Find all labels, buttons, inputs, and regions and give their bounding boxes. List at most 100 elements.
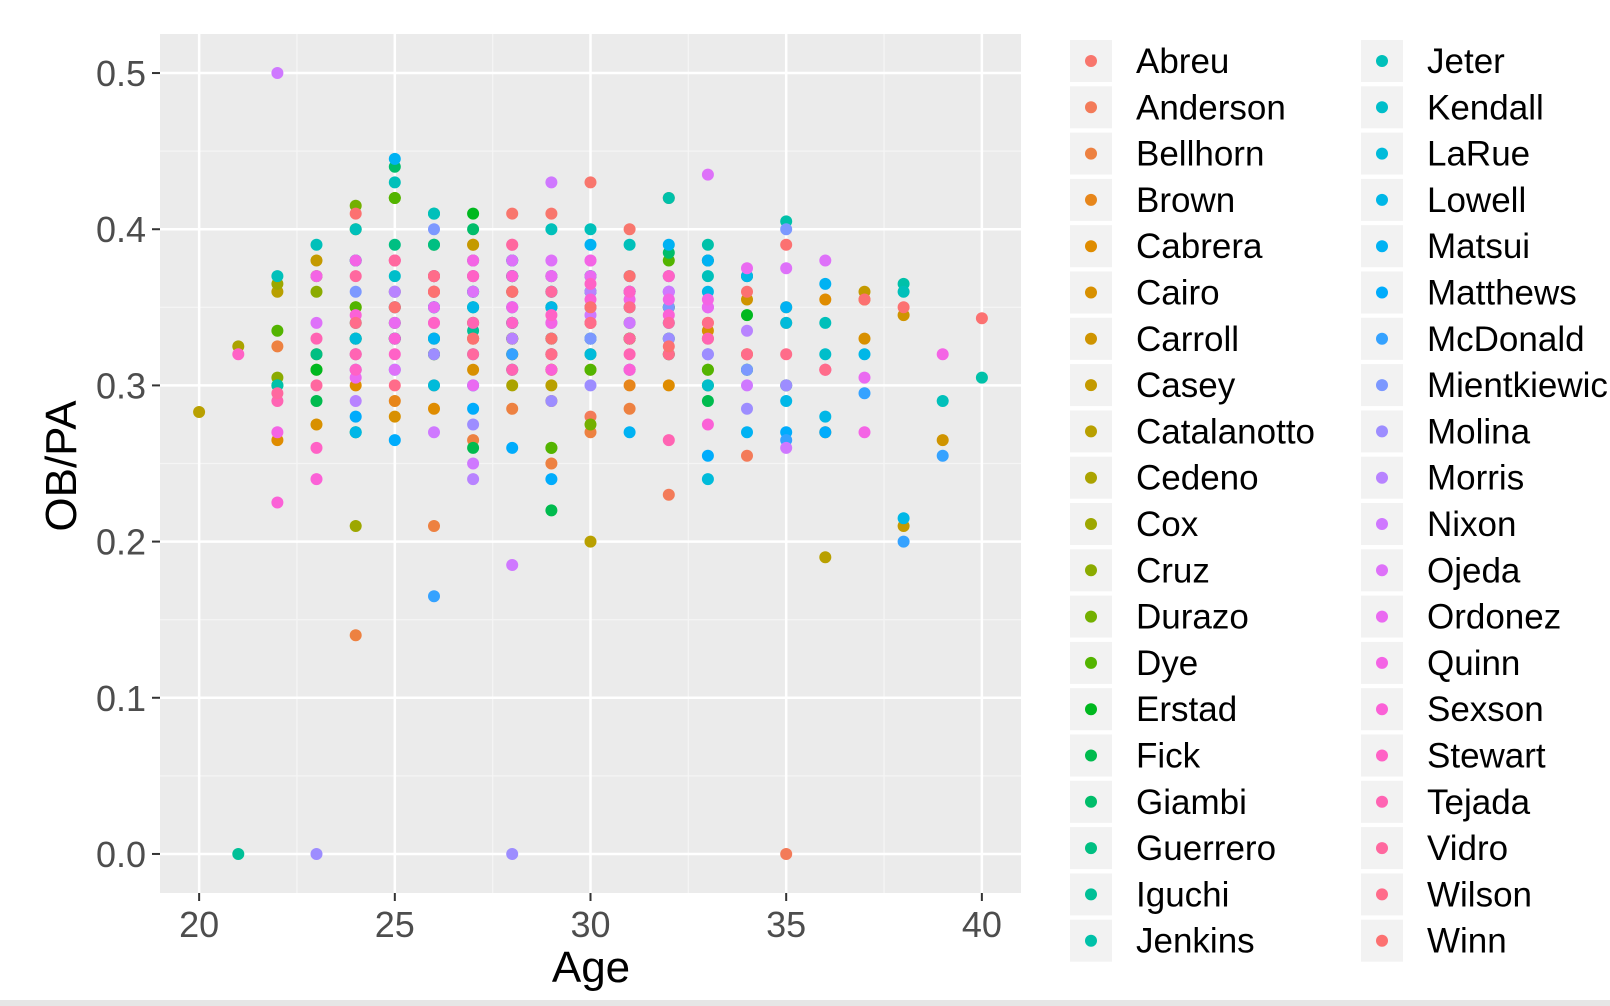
point-quinn xyxy=(506,301,519,314)
point-bellhorn xyxy=(349,629,362,642)
point-kendall xyxy=(701,379,714,392)
legend-label: Ojeda xyxy=(1427,551,1521,590)
point-quinn xyxy=(858,426,871,439)
point-jenkins xyxy=(701,238,714,251)
legend-item-jenkins: Jenkins xyxy=(1070,919,1255,962)
point-cabrera xyxy=(428,402,440,415)
legend-item-ordonez: Ordonez xyxy=(1361,595,1561,638)
point-winn xyxy=(349,207,362,220)
legend-label: Bellhorn xyxy=(1136,135,1264,174)
legend-item-winn: Winn xyxy=(1361,919,1507,962)
legend-key-dot xyxy=(1376,379,1388,392)
point-molina xyxy=(701,348,714,361)
legend-key-dot xyxy=(1085,703,1097,716)
legend-label: Quinn xyxy=(1427,644,1520,683)
point-jeter xyxy=(819,316,832,329)
point-cruz xyxy=(310,285,323,298)
legend: Abreu Anderson Bellhorn Brown Cabrera Cairo Ca… xyxy=(1070,40,1608,962)
point-larue xyxy=(780,316,793,329)
point-tejada xyxy=(349,348,362,361)
point-jeter xyxy=(388,176,401,189)
point-matsui xyxy=(741,426,753,439)
point-catalanotto xyxy=(584,535,597,548)
point-anderson xyxy=(780,848,793,860)
point-mcdonald xyxy=(897,535,910,548)
point-matthews xyxy=(467,402,480,415)
point-morris xyxy=(741,324,753,337)
point-matsui xyxy=(662,238,675,251)
legend-item-sexson: Sexson xyxy=(1361,688,1544,731)
legend-label: Cairo xyxy=(1136,274,1220,313)
point-molina xyxy=(545,395,558,407)
point-winn xyxy=(741,285,753,298)
point-winn xyxy=(897,301,910,314)
point-abreu xyxy=(506,207,519,220)
legend-item-catalanotto: Catalanotto xyxy=(1070,410,1315,453)
legend-key-dot xyxy=(1085,332,1097,345)
legend-label: Cox xyxy=(1136,505,1199,544)
point-stewart xyxy=(506,316,519,329)
point-matthews xyxy=(506,441,519,454)
point-cairo xyxy=(388,410,401,423)
point-cabrera xyxy=(819,293,832,306)
point-molina xyxy=(741,402,753,415)
point-ojeda xyxy=(506,254,519,267)
legend-item-giambi: Giambi xyxy=(1070,780,1247,823)
point-tejada xyxy=(506,363,519,376)
legend-key-dot xyxy=(1376,101,1388,114)
point-ojeda xyxy=(388,363,401,376)
point-morris xyxy=(467,473,480,486)
legend-item-morris: Morris xyxy=(1361,456,1524,499)
legend-key-dot xyxy=(1376,934,1388,947)
point-ojeda xyxy=(780,262,793,275)
point-anderson xyxy=(662,488,675,501)
point-dye xyxy=(545,441,558,454)
point-tejada xyxy=(623,348,636,361)
point-tejada xyxy=(467,316,480,329)
point-lowell xyxy=(897,512,910,525)
point-sexson xyxy=(545,363,558,376)
point-ordonez xyxy=(467,379,480,392)
point-mientkiewic xyxy=(428,223,440,236)
point-stewart xyxy=(545,309,558,322)
point-vidro xyxy=(388,254,401,267)
legend-key-dot xyxy=(1376,286,1388,299)
legend-label: Casey xyxy=(1136,366,1236,405)
legend-label: Winn xyxy=(1427,922,1507,961)
legend-label: Morris xyxy=(1427,459,1524,498)
point-cairo xyxy=(858,332,871,345)
point-durazo xyxy=(584,418,597,431)
point-winn xyxy=(623,270,636,283)
point-cedeno xyxy=(506,379,519,392)
point-matsui xyxy=(701,254,714,267)
point-larue xyxy=(428,379,440,392)
legend-key-dot xyxy=(1376,656,1388,669)
legend-key-dot xyxy=(1085,101,1097,114)
legend-label: Matsui xyxy=(1427,227,1530,266)
y-tick-label: 0.4 xyxy=(96,209,146,250)
point-wilson xyxy=(819,363,832,376)
legend-key-dot xyxy=(1376,564,1388,577)
point-tejada xyxy=(662,434,675,447)
legend-key-dot xyxy=(1085,656,1097,669)
legend-label: Iguchi xyxy=(1136,875,1229,914)
point-ojeda xyxy=(701,168,714,181)
point-winn xyxy=(584,301,597,314)
point-tejada xyxy=(701,332,714,345)
legend-key-dot xyxy=(1376,332,1388,345)
point-matsui xyxy=(388,152,401,165)
legend-label: Wilson xyxy=(1427,875,1532,914)
point-bellhorn xyxy=(623,402,636,415)
point-morris xyxy=(506,332,519,345)
legend-item-cedeno: Cedeno xyxy=(1070,456,1259,499)
point-mientkiewic xyxy=(349,285,362,298)
point-nixon xyxy=(741,379,753,392)
point-matsui xyxy=(819,277,832,290)
point-molina xyxy=(310,848,323,860)
point-fick xyxy=(701,395,714,407)
point-mcdonald xyxy=(506,348,519,361)
legend-item-erstad: Erstad xyxy=(1070,688,1237,731)
point-guerrero xyxy=(310,348,323,361)
point-vidro xyxy=(349,270,362,283)
x-tick-label: 25 xyxy=(375,904,415,945)
